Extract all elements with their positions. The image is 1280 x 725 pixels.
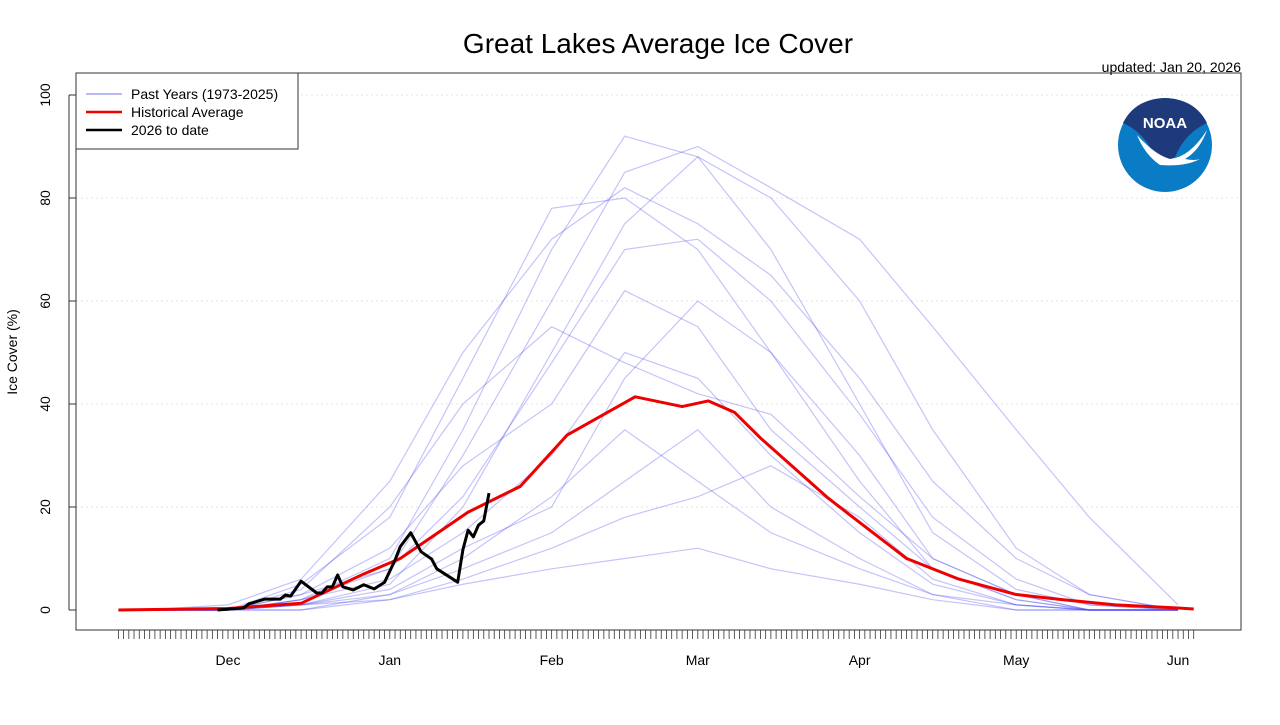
x-axis: Dec Jan Feb Mar Apr May Jun bbox=[117, 630, 1195, 668]
plot-frame bbox=[75, 72, 1242, 631]
y-tick-label: 0 bbox=[37, 606, 53, 614]
legend-label-2026: 2026 to date bbox=[131, 122, 209, 138]
y-tick-label: 40 bbox=[37, 396, 53, 412]
past-year-line bbox=[144, 428, 1179, 611]
y-axis-label: Ice Cover (%) bbox=[4, 309, 20, 395]
noaa-logo: NOAA bbox=[1118, 98, 1212, 192]
past-year-line bbox=[144, 155, 1179, 611]
past-year-line bbox=[144, 428, 1179, 611]
x-tick-label: Mar bbox=[686, 652, 710, 668]
historical-average-line bbox=[118, 395, 1194, 612]
past-year-line bbox=[144, 300, 1179, 611]
y-tick-label: 60 bbox=[37, 293, 53, 309]
x-tick-label: Feb bbox=[540, 652, 564, 668]
past-years-series bbox=[144, 135, 1179, 611]
past-year-line bbox=[144, 547, 1179, 611]
y-tick-label: 20 bbox=[37, 499, 53, 515]
y-tick-label: 100 bbox=[37, 83, 53, 107]
legend: Past Years (1973-2025) Historical Averag… bbox=[75, 72, 299, 150]
x-tick-label: Jan bbox=[379, 652, 402, 668]
past-year-line bbox=[144, 351, 1179, 611]
x-tick-label: May bbox=[1003, 652, 1029, 668]
chart-title: Great Lakes Average Ice Cover bbox=[463, 28, 853, 59]
past-year-line bbox=[144, 238, 1179, 611]
current-season-series bbox=[217, 492, 491, 612]
y-tick-label: 80 bbox=[37, 190, 53, 206]
x-tick-label: Jun bbox=[1167, 652, 1190, 668]
past-year-line bbox=[144, 145, 1179, 611]
x-tick-label: Dec bbox=[216, 652, 241, 668]
y-axis: 0 20 40 60 80 100 bbox=[37, 83, 76, 614]
gridlines bbox=[76, 94, 1241, 508]
updated-date: updated: Jan 20, 2026 bbox=[1102, 59, 1242, 75]
legend-label-past-years: Past Years (1973-2025) bbox=[131, 86, 278, 102]
legend-label-historical-average: Historical Average bbox=[131, 104, 244, 120]
current-season-line bbox=[217, 492, 491, 612]
past-year-line bbox=[144, 197, 1179, 611]
past-year-line bbox=[144, 326, 1179, 611]
past-year-line bbox=[144, 135, 1179, 611]
noaa-logo-text: NOAA bbox=[1143, 115, 1187, 132]
past-year-line bbox=[144, 187, 1179, 611]
historical-average-series bbox=[118, 395, 1194, 612]
past-year-line bbox=[144, 289, 1179, 611]
x-tick-label: Apr bbox=[849, 652, 871, 668]
past-year-line bbox=[144, 465, 1179, 611]
